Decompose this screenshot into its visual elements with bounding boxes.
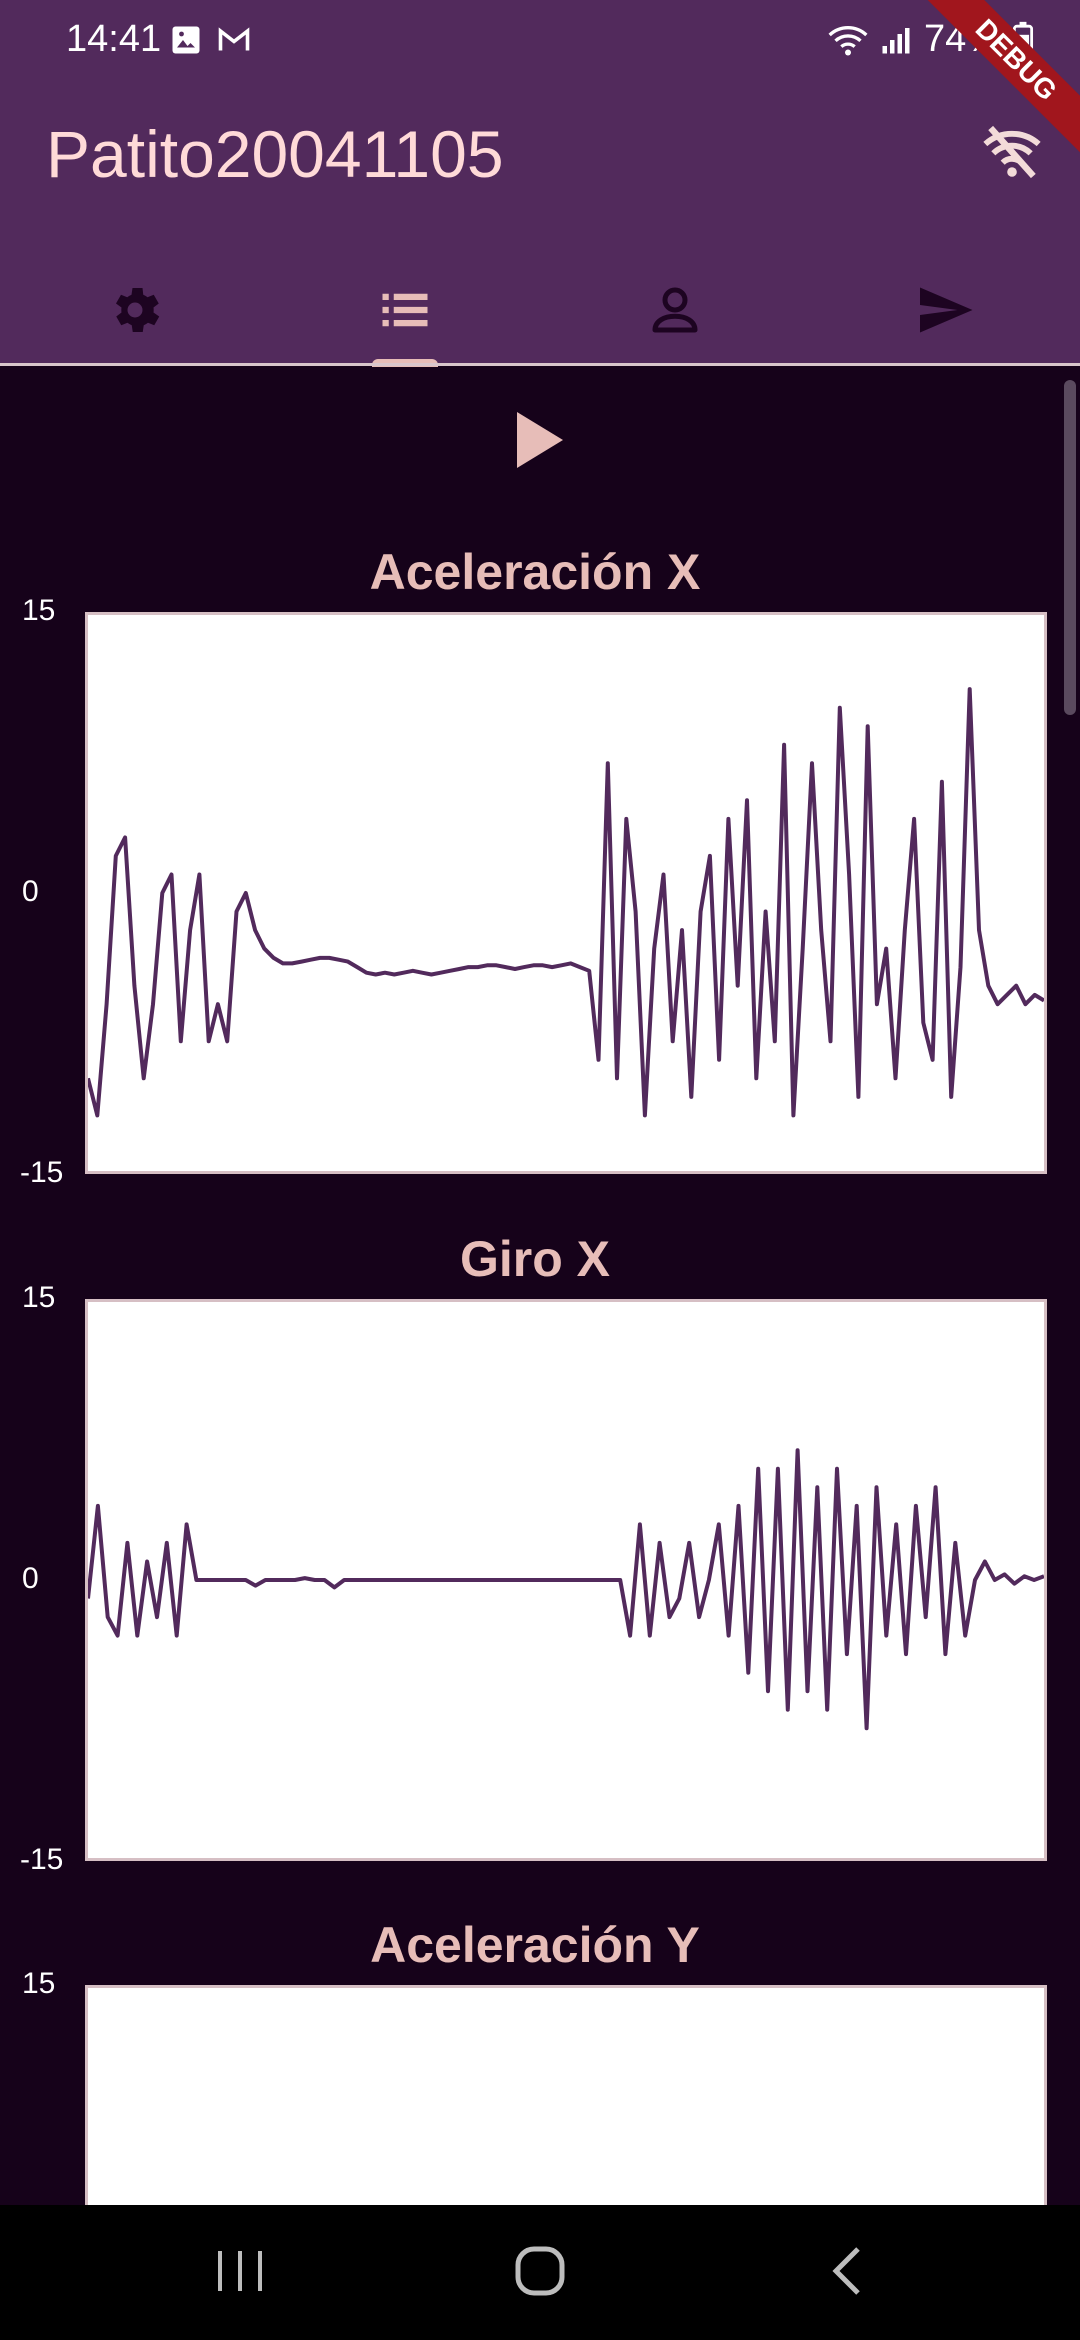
- y-tick-label: 0: [22, 875, 92, 909]
- chart-plot-area: [85, 1299, 1047, 1861]
- series-line: [88, 689, 1044, 1115]
- image-icon: [168, 22, 204, 58]
- y-tick-label: 0: [22, 1562, 92, 1596]
- y-tick-label: 15: [22, 1967, 92, 2001]
- play-icon: [513, 410, 567, 470]
- back-button[interactable]: [822, 2241, 872, 2306]
- tab-bar: [0, 255, 1080, 365]
- signal-icon: [880, 25, 912, 55]
- tab-send[interactable]: [810, 255, 1080, 365]
- tab-divider: [0, 363, 1080, 366]
- chart-plot-area: [85, 612, 1047, 1174]
- tab-profile[interactable]: [540, 255, 810, 365]
- chart-title: Giro X: [0, 1230, 1070, 1288]
- play-button[interactable]: [513, 410, 567, 475]
- home-icon: [510, 2241, 570, 2301]
- person-icon: [645, 280, 705, 340]
- app-bar: Patito20041105: [0, 80, 1080, 365]
- gmail-icon: [214, 22, 254, 58]
- wifi-off-button[interactable]: [980, 120, 1044, 189]
- recents-icon: [212, 2241, 268, 2301]
- page-title: Patito20041105: [46, 116, 504, 192]
- send-icon: [913, 280, 977, 340]
- tab-settings[interactable]: [0, 255, 270, 365]
- series-line: [88, 1450, 1044, 1728]
- y-tick-label: -15: [20, 1156, 90, 1190]
- list-icon: [375, 280, 435, 340]
- y-tick-label: -15: [20, 1843, 90, 1877]
- chart-svg: [88, 1302, 1044, 1858]
- chart-plot-area: [85, 1985, 1047, 2205]
- chart-svg: [88, 1988, 1044, 2202]
- wifi-icon: [828, 23, 868, 57]
- scrollbar[interactable]: [1064, 380, 1076, 715]
- chart-title: Aceleración Y: [0, 1916, 1070, 1974]
- y-tick-label: 15: [22, 1281, 92, 1315]
- status-bar: 14:41 74%: [0, 0, 1080, 80]
- system-nav-bar: [0, 2205, 1080, 2340]
- tab-list[interactable]: [270, 255, 540, 365]
- gear-icon: [105, 280, 165, 340]
- status-time: 14:41: [66, 18, 161, 61]
- back-icon: [822, 2241, 872, 2301]
- chart-title: Aceleración X: [0, 543, 1070, 601]
- chart-svg: [88, 615, 1044, 1171]
- recents-button[interactable]: [212, 2241, 268, 2306]
- home-button[interactable]: [510, 2241, 570, 2306]
- wifi-off-icon: [980, 120, 1044, 184]
- y-tick-label: 15: [22, 594, 92, 628]
